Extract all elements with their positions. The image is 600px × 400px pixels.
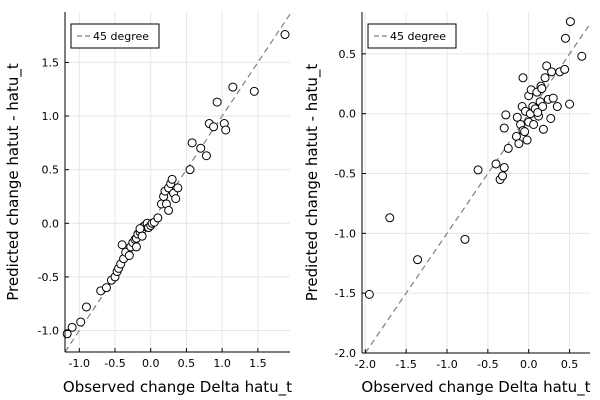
left-data-point-2 <box>76 317 86 327</box>
left-data-point-42 <box>173 183 183 193</box>
left-data-point-1 <box>67 322 77 332</box>
left-data-point-52 <box>221 125 231 135</box>
right-data-point-47 <box>518 73 528 83</box>
right-y-tick-label-0: -2.0 <box>335 347 356 360</box>
right-legend-label: 45 degree <box>390 30 446 43</box>
left-data-point-30 <box>137 231 147 241</box>
right-data-point-10 <box>499 123 509 133</box>
right-y-tick-label-3: -0.5 <box>335 168 356 181</box>
left-data-point-53 <box>228 82 238 92</box>
right-data-point-32 <box>538 102 548 112</box>
right-x-tick-label-5: 0.5 <box>561 358 579 371</box>
right-y-tick-label-5: 0.5 <box>339 48 357 61</box>
left-data-point-43 <box>164 205 174 215</box>
right-data-point-26 <box>529 119 539 129</box>
right-data-point-11 <box>501 110 511 120</box>
right-data-point-37 <box>546 113 556 123</box>
left-data-point-55 <box>280 30 290 40</box>
right-data-point-8 <box>499 163 509 173</box>
right-x-tick-label-2: -1.0 <box>436 358 457 371</box>
left-data-point-44 <box>185 165 195 175</box>
left-45-degree-line <box>64 13 291 353</box>
right-data-point-42 <box>560 64 570 74</box>
left-data-point-49 <box>209 122 219 132</box>
left-x-tick-label-2: 0.0 <box>142 357 160 370</box>
left-data-point-32 <box>153 213 163 223</box>
left-data-point-50 <box>212 97 222 107</box>
left-y-tick-label-5: 1.5 <box>42 56 60 69</box>
left-points <box>62 30 290 339</box>
left-y-tick-label-4: 1.0 <box>42 110 60 123</box>
right-data-point-34 <box>540 73 550 83</box>
right-data-point-5 <box>491 159 501 169</box>
right-data-point-2 <box>413 255 423 265</box>
right-data-point-20 <box>522 135 532 145</box>
right-data-point-9 <box>503 143 513 153</box>
left-y-tick-label-2: 0.0 <box>42 217 60 230</box>
right-y-tick-label-2: -1.0 <box>335 227 356 240</box>
right-45-degree-line <box>364 23 591 354</box>
left-y-tick-label-0: -1.0 <box>38 325 59 338</box>
right-x-tick-label-1: -1.5 <box>395 358 416 371</box>
right-data-point-7 <box>498 171 508 181</box>
right-data-point-33 <box>538 124 548 134</box>
left-x-tick-label-5: 1.5 <box>249 357 267 370</box>
right-data-point-48 <box>537 84 547 94</box>
left-data-point-5 <box>101 283 111 293</box>
right-data-point-3 <box>460 234 470 244</box>
right-data-point-14 <box>512 112 522 122</box>
left-data-point-45 <box>187 138 197 148</box>
left-y-tick-label-3: 0.5 <box>42 164 60 177</box>
right-ticks: -2.0 -1.5 -1.0 -0.5 0.0 0.5 -2.0 -1.5 -1.0 -0.5 0.… <box>335 48 579 371</box>
right-data-point-0 <box>364 289 374 299</box>
right-data-point-43 <box>560 33 570 43</box>
right-legend: 45 degree <box>367 23 457 49</box>
left-data-point-29 <box>135 224 145 234</box>
right-x-axis-label: Observed change Delta hatu_t <box>361 378 590 397</box>
left-x-axis-label: Observed change Delta hatu_t <box>63 378 292 397</box>
right-data-point-35 <box>542 61 552 71</box>
right-data-point-40 <box>552 102 562 112</box>
right-points <box>364 17 587 299</box>
right-y-tick-label-4: 0.0 <box>339 108 357 121</box>
right-data-point-46 <box>577 51 587 61</box>
left-x-tick-label-3: 0.5 <box>178 357 196 370</box>
left-x-tick-label-4: 1.0 <box>213 357 231 370</box>
left-data-point-13 <box>117 240 127 250</box>
left-data-point-39 <box>167 174 177 184</box>
right-data-point-4 <box>473 165 483 175</box>
left-grid <box>65 12 290 352</box>
right-x-tick-label-4: 0.0 <box>520 358 538 371</box>
right-x-tick-label-3: -0.5 <box>477 358 498 371</box>
right-data-point-13 <box>514 139 524 149</box>
right-y-axis-label: Predicted change hatut - hatu_t <box>303 64 322 302</box>
left-legend: 45 degree <box>70 23 160 49</box>
left-data-point-31 <box>131 242 141 252</box>
right-y-tick-label-1: -1.5 <box>335 287 356 300</box>
right-x-tick-label-0: -2.0 <box>355 358 376 371</box>
right-data-point-18 <box>520 127 530 137</box>
left-legend-label: 45 degree <box>93 30 149 43</box>
right-data-point-1 <box>385 213 395 223</box>
left-data-point-46 <box>196 143 206 153</box>
left-data-point-14 <box>124 250 134 260</box>
right-data-point-49 <box>533 108 543 118</box>
right-data-point-45 <box>565 17 575 27</box>
left-data-point-54 <box>249 86 259 96</box>
left-x-tick-label-1: -0.5 <box>104 357 125 370</box>
right-data-point-44 <box>565 99 575 109</box>
right-scatter-panel: -2.0 -1.5 -1.0 -0.5 0.0 0.5 -2.0 -1.5 -1.0 -0.5 0.… <box>303 12 591 397</box>
right-data-point-38 <box>547 67 557 77</box>
left-y-tick-label-1: -0.5 <box>38 271 59 284</box>
left-data-point-41 <box>171 194 181 204</box>
left-data-point-47 <box>201 151 211 161</box>
right-data-point-39 <box>548 93 558 103</box>
left-data-point-3 <box>81 302 91 312</box>
left-ticks: -1.0 -0.5 0.0 0.5 1.0 1.5 -1.0 -0.5 0.0 0.5 1.0 1.5 <box>38 56 267 370</box>
left-y-axis-label: Predicted change hatut - hatu_t <box>4 63 23 301</box>
left-scatter-panel: -1.0 -0.5 0.0 0.5 1.0 1.5 -1.0 -0.5 0.0 0.5 1.0 1.5… <box>4 12 292 397</box>
left-x-tick-label-0: -1.0 <box>69 357 90 370</box>
